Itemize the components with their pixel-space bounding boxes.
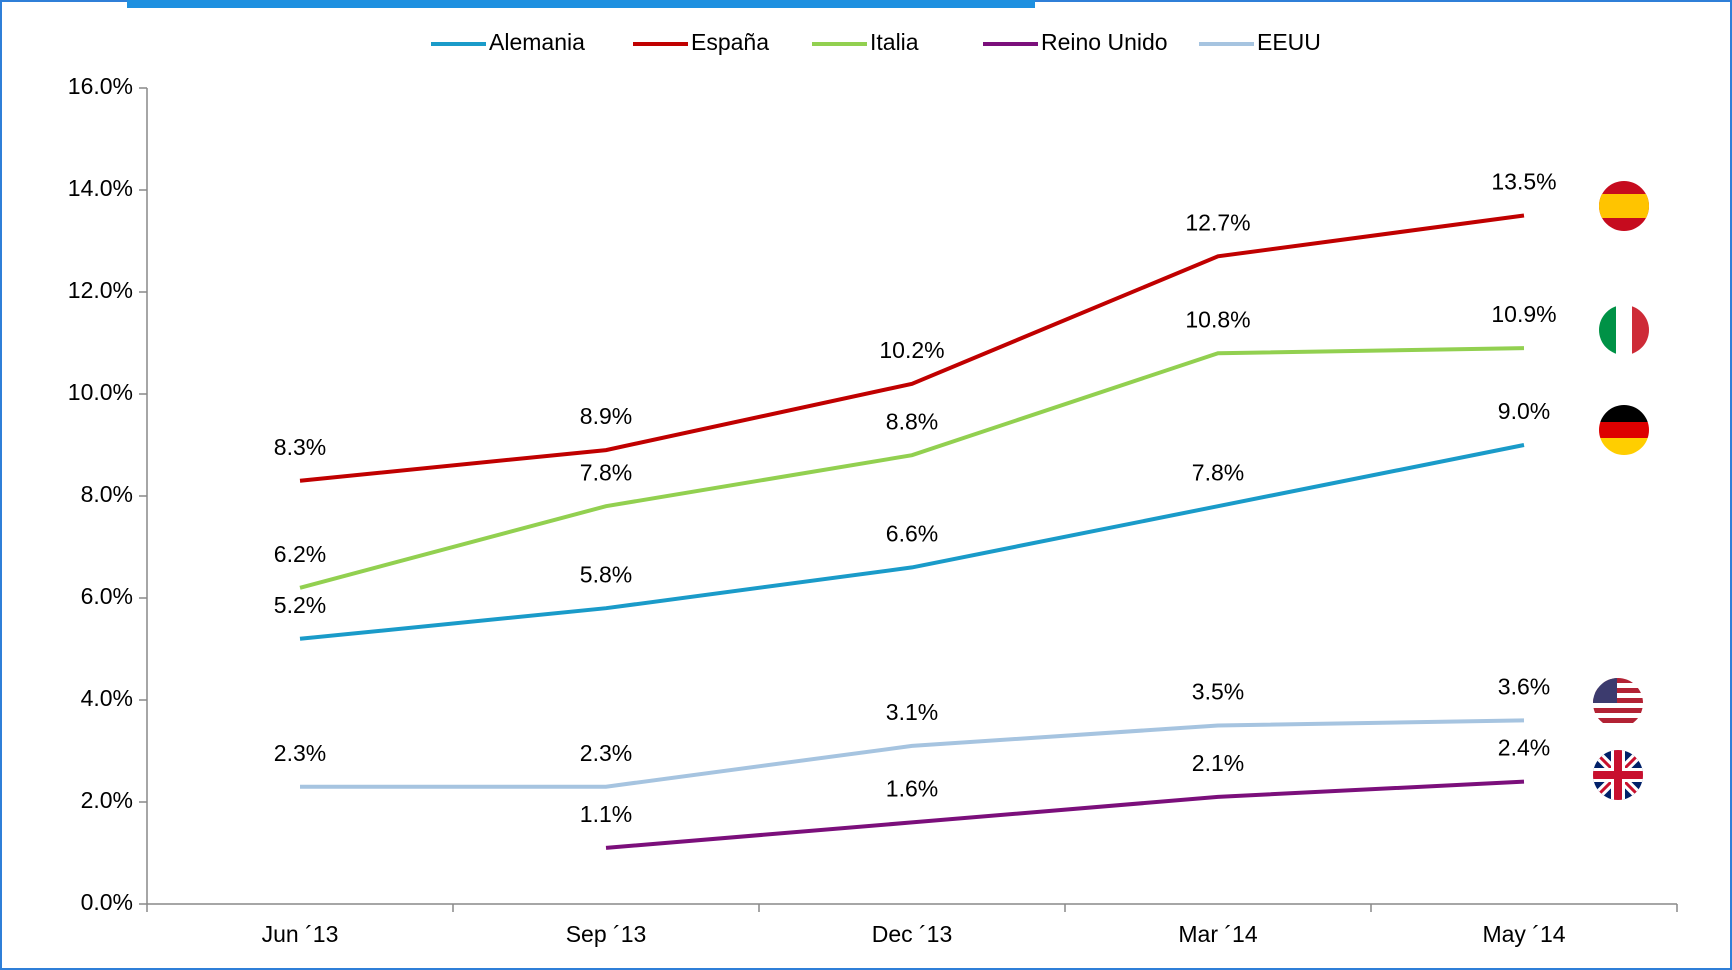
y-tick-label: 4.0%: [81, 685, 133, 711]
flag-uk: [1593, 750, 1643, 800]
data-label: 12.7%: [1185, 209, 1250, 235]
data-label: 1.1%: [580, 801, 632, 827]
series-line: [299, 213, 1525, 483]
series-line: [300, 718, 1525, 789]
y-tick-label: 2.0%: [81, 787, 133, 813]
data-label: 1.6%: [886, 775, 938, 801]
data-label: 2.1%: [1192, 750, 1244, 776]
x-tick-label: Sep ´13: [566, 921, 647, 947]
data-label: 2.3%: [580, 740, 632, 766]
flag-spain: [1599, 181, 1649, 231]
data-label: 8.3%: [274, 434, 326, 460]
data-label: 6.2%: [274, 541, 326, 567]
data-label: 10.2%: [879, 337, 944, 363]
flag-usa: [1593, 678, 1643, 728]
data-label: 9.0%: [1498, 398, 1550, 424]
y-tick-label: 14.0%: [68, 175, 133, 201]
data-label: 3.5%: [1192, 679, 1244, 705]
y-tick-label: 10.0%: [68, 379, 133, 405]
data-label: 6.6%: [886, 520, 938, 546]
legend-label: Reino Unido: [1041, 29, 1168, 55]
flag-germany: [1599, 405, 1649, 455]
data-label: 5.8%: [580, 561, 632, 587]
data-label: 7.8%: [580, 459, 632, 485]
top-bar: [127, 0, 1035, 8]
series-line: [605, 779, 1525, 850]
series-line: [299, 443, 1525, 641]
data-label: 5.2%: [274, 592, 326, 618]
x-tick-label: Dec ´13: [872, 921, 953, 947]
data-label: 2.3%: [274, 740, 326, 766]
x-tick-label: Mar ´14: [1178, 921, 1257, 947]
data-label: 2.4%: [1498, 735, 1550, 761]
data-label: 10.8%: [1185, 306, 1250, 332]
x-tick-label: May ´14: [1482, 921, 1565, 947]
y-tick-label: 0.0%: [81, 889, 133, 915]
data-label: 8.8%: [886, 408, 938, 434]
flags: [1593, 181, 1649, 800]
legend-label: EEUU: [1257, 29, 1321, 55]
y-tick-label: 16.0%: [68, 73, 133, 99]
series-line: [299, 346, 1525, 590]
legend-label: Italia: [870, 29, 919, 55]
legend-label: Alemania: [489, 29, 585, 55]
data-label: 10.9%: [1491, 301, 1556, 327]
x-tick-label: Jun ´13: [262, 921, 339, 947]
y-tick-label: 8.0%: [81, 481, 133, 507]
data-label: 7.8%: [1192, 459, 1244, 485]
data-label: 3.6%: [1498, 673, 1550, 699]
data-label: 13.5%: [1491, 169, 1556, 195]
data-label: 8.9%: [580, 403, 632, 429]
legend-label: España: [691, 29, 769, 55]
y-tick-label: 6.0%: [81, 583, 133, 609]
data-label: 3.1%: [886, 699, 938, 725]
flag-italy: [1599, 305, 1649, 355]
y-tick-label: 12.0%: [68, 277, 133, 303]
